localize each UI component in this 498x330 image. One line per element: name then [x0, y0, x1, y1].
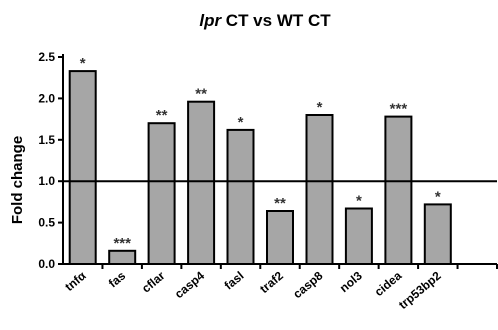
- bar-7: [344, 207, 373, 265]
- bar-4: [226, 128, 255, 265]
- x-category-label-1: fas: [106, 268, 129, 290]
- x-category-label-0: tnfα: [62, 268, 89, 294]
- y-tick-label-2: 1.0: [38, 174, 55, 188]
- significance-label-8: ***: [390, 101, 408, 118]
- y-tick-label-4: 2.0: [38, 91, 55, 105]
- significance-label-6: *: [317, 99, 323, 116]
- significance-label-0: *: [80, 55, 86, 72]
- chart-title-italic: lpr: [199, 11, 222, 30]
- bar-8: [384, 115, 413, 265]
- x-category-label-4: fasl: [222, 269, 247, 293]
- significance-label-2: **: [156, 107, 168, 124]
- y-tick-label-0: 0.0: [38, 257, 55, 271]
- chart-title: lpr CT vs WT CT: [199, 11, 331, 30]
- y-tick-label-1: 0.5: [38, 216, 55, 230]
- significance-label-1: ***: [113, 235, 131, 252]
- y-axis-label: Fold change: [9, 136, 26, 224]
- bar-2: [147, 122, 176, 265]
- x-category-label-9: trp53bp2: [396, 268, 444, 312]
- x-category-label-6: casp8: [290, 268, 325, 301]
- x-category-label-8: cidea: [372, 268, 405, 299]
- bar-9: [423, 203, 452, 265]
- x-category-label-5: traf2: [257, 268, 286, 296]
- significance-label-4: *: [238, 114, 244, 131]
- chart-title-rest: CT vs WT CT: [221, 11, 331, 30]
- x-category-label-2: cflar: [139, 268, 168, 295]
- significance-label-5: **: [274, 195, 286, 212]
- significance-label-7: *: [356, 193, 362, 210]
- bar-5: [266, 210, 294, 265]
- bar-1: [108, 249, 137, 266]
- bar-3: [187, 100, 216, 265]
- x-category-label-3: casp4: [172, 268, 207, 301]
- y-tick-label-5: 2.5: [38, 50, 55, 64]
- y-tick-label-3: 1.5: [38, 133, 55, 147]
- bar-0: [68, 70, 97, 265]
- x-category-label-7: nol3: [337, 268, 365, 295]
- significance-label-9: *: [435, 188, 441, 205]
- significance-label-3: **: [195, 86, 207, 103]
- bar-6: [305, 114, 334, 265]
